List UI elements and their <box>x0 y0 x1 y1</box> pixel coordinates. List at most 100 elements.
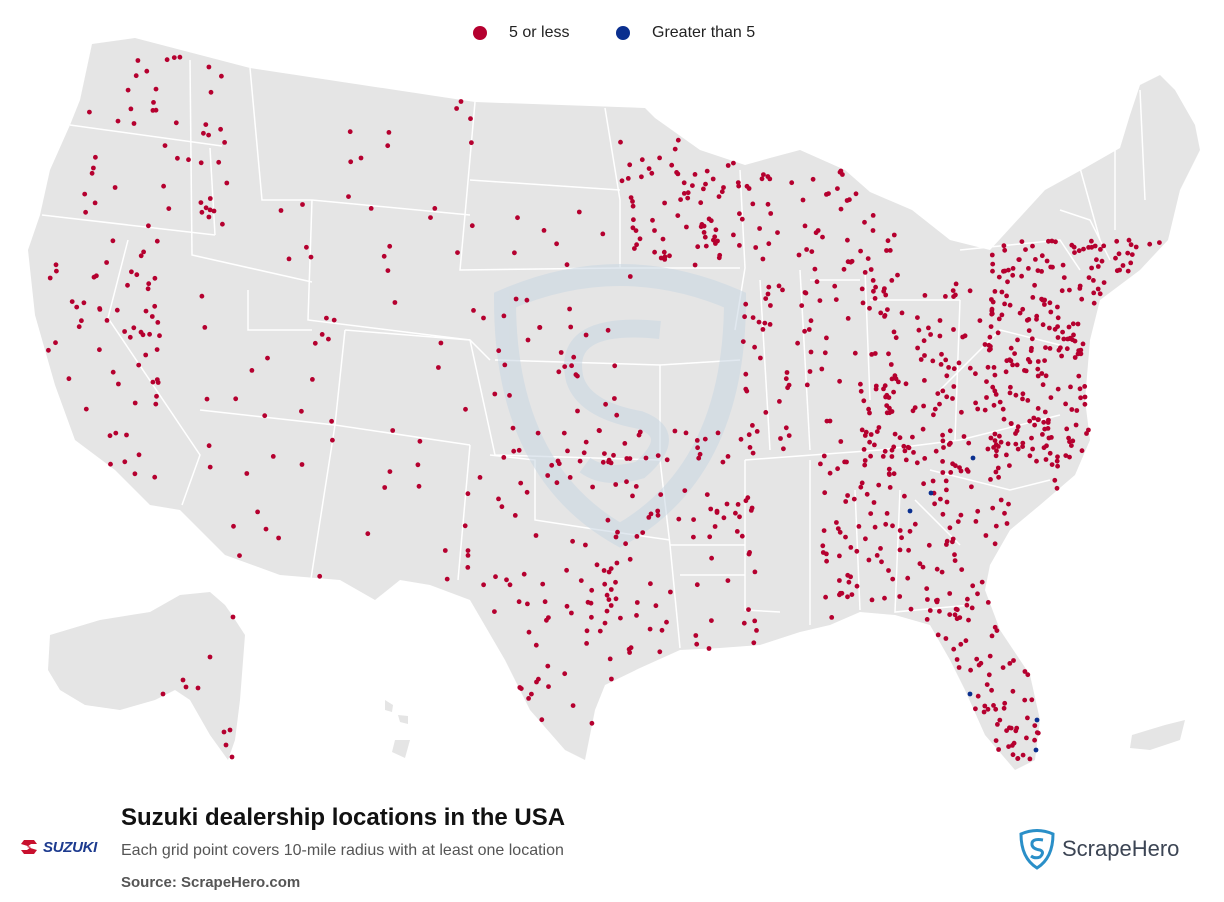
dealer-dot <box>262 413 268 419</box>
dealer-dot <box>848 574 853 580</box>
dealer-dot <box>697 451 703 457</box>
dealer-dot <box>841 266 847 272</box>
dealer-dot <box>992 431 998 437</box>
dealer-dot <box>893 335 899 341</box>
dealer-dot <box>903 381 909 387</box>
dealer-dot <box>884 248 889 253</box>
dealer-dot <box>597 628 603 634</box>
dealer-dot <box>47 275 53 281</box>
dealer-dot <box>760 256 766 262</box>
dealer-dot <box>986 347 992 353</box>
dealer-dot <box>1067 439 1072 445</box>
dealer-dot <box>713 227 719 233</box>
dealer-dot <box>657 155 662 161</box>
dealer-dot <box>743 301 749 307</box>
dealer-dot <box>578 578 584 583</box>
legend-item-greater-than-5: Greater than 5 <box>616 22 755 44</box>
dealer-dot <box>1094 257 1099 263</box>
dealer-dot <box>838 206 844 212</box>
dealer-dot <box>808 349 814 355</box>
dealer-dot <box>737 514 742 520</box>
dealer-dot <box>897 528 903 533</box>
dealer-dot <box>1015 337 1020 343</box>
dealer-dot <box>947 525 953 531</box>
dealer-dot <box>546 615 551 620</box>
dealer-dot <box>1033 747 1039 753</box>
dealer-dot <box>891 444 897 450</box>
dealer-dot <box>1039 296 1044 302</box>
alaska-land <box>48 592 245 760</box>
dealer-dot <box>867 439 872 445</box>
dealer-dot <box>943 294 948 299</box>
dealer-dot <box>554 480 560 486</box>
dealer-dot <box>1010 688 1016 694</box>
dealer-dot <box>889 278 895 283</box>
dealer-dot <box>1031 415 1037 421</box>
dealer-dot <box>970 583 976 589</box>
dealer-dot <box>1044 443 1049 449</box>
dealer-dot <box>613 579 618 585</box>
dealer-dot <box>146 223 151 229</box>
dealer-dot <box>858 248 863 254</box>
dealer-dot <box>312 340 318 346</box>
dealer-dot <box>131 325 137 331</box>
dealer-dot <box>984 379 989 384</box>
dealer-dot <box>725 454 731 459</box>
dealer-dot <box>602 451 607 456</box>
dealer-dot <box>74 304 80 310</box>
dealer-dot <box>706 216 712 222</box>
dealer-dot <box>1029 336 1035 342</box>
dealer-dot <box>931 412 936 418</box>
dealer-dot <box>46 347 51 353</box>
dealer-dot <box>1052 477 1058 483</box>
dealer-dot <box>1147 241 1153 247</box>
dealer-dot <box>1064 426 1070 432</box>
dealer-dot <box>164 57 170 63</box>
dealer-dot <box>650 217 655 223</box>
dealer-dot <box>859 286 865 292</box>
dealer-dot <box>1116 251 1122 257</box>
dealer-dot <box>884 392 890 398</box>
dealer-dot <box>83 406 89 412</box>
dealer-dot <box>948 440 953 446</box>
dealer-dot <box>765 291 771 297</box>
dealer-dot <box>854 548 860 554</box>
dealer-dot <box>742 314 747 320</box>
dealer-dot <box>646 166 652 172</box>
dealer-dot <box>233 396 239 402</box>
dealer-dot <box>853 191 859 197</box>
dealer-dot <box>993 469 999 475</box>
dealer-dot <box>558 350 564 355</box>
dealer-dot <box>1026 317 1032 322</box>
dealer-dot <box>938 362 944 367</box>
dealer-dot <box>938 496 943 502</box>
dealer-dot <box>1020 306 1026 312</box>
dealer-dot <box>820 234 825 240</box>
dealer-dot <box>385 268 391 273</box>
dealer-dot <box>606 459 611 465</box>
dealer-dot <box>346 194 351 200</box>
dealer-dot <box>750 315 756 320</box>
dealer-dot <box>150 379 156 385</box>
dealer-dot <box>716 255 722 261</box>
dealer-dot <box>775 230 780 236</box>
dealer-dot <box>861 398 867 404</box>
dealer-dot <box>652 228 657 233</box>
dealer-dot <box>1025 398 1031 403</box>
dealer-dot <box>203 205 209 211</box>
dealer-dot <box>1049 462 1055 467</box>
dealer-dot <box>893 376 899 382</box>
dealer-dot <box>1034 316 1039 322</box>
dealer-dot <box>206 443 212 449</box>
dealer-dot <box>155 320 161 325</box>
dealer-dot <box>507 393 512 398</box>
dealer-dot <box>985 364 991 370</box>
dealer-dot <box>937 401 942 407</box>
dealer-dot <box>849 592 855 597</box>
dealer-dot <box>1015 446 1021 452</box>
dealer-dot <box>1007 357 1012 363</box>
dealer-dot <box>1049 435 1054 440</box>
suzuki-logo: SUZUKI <box>20 836 97 858</box>
dealer-dot <box>724 501 730 507</box>
dealer-dot <box>630 225 636 231</box>
